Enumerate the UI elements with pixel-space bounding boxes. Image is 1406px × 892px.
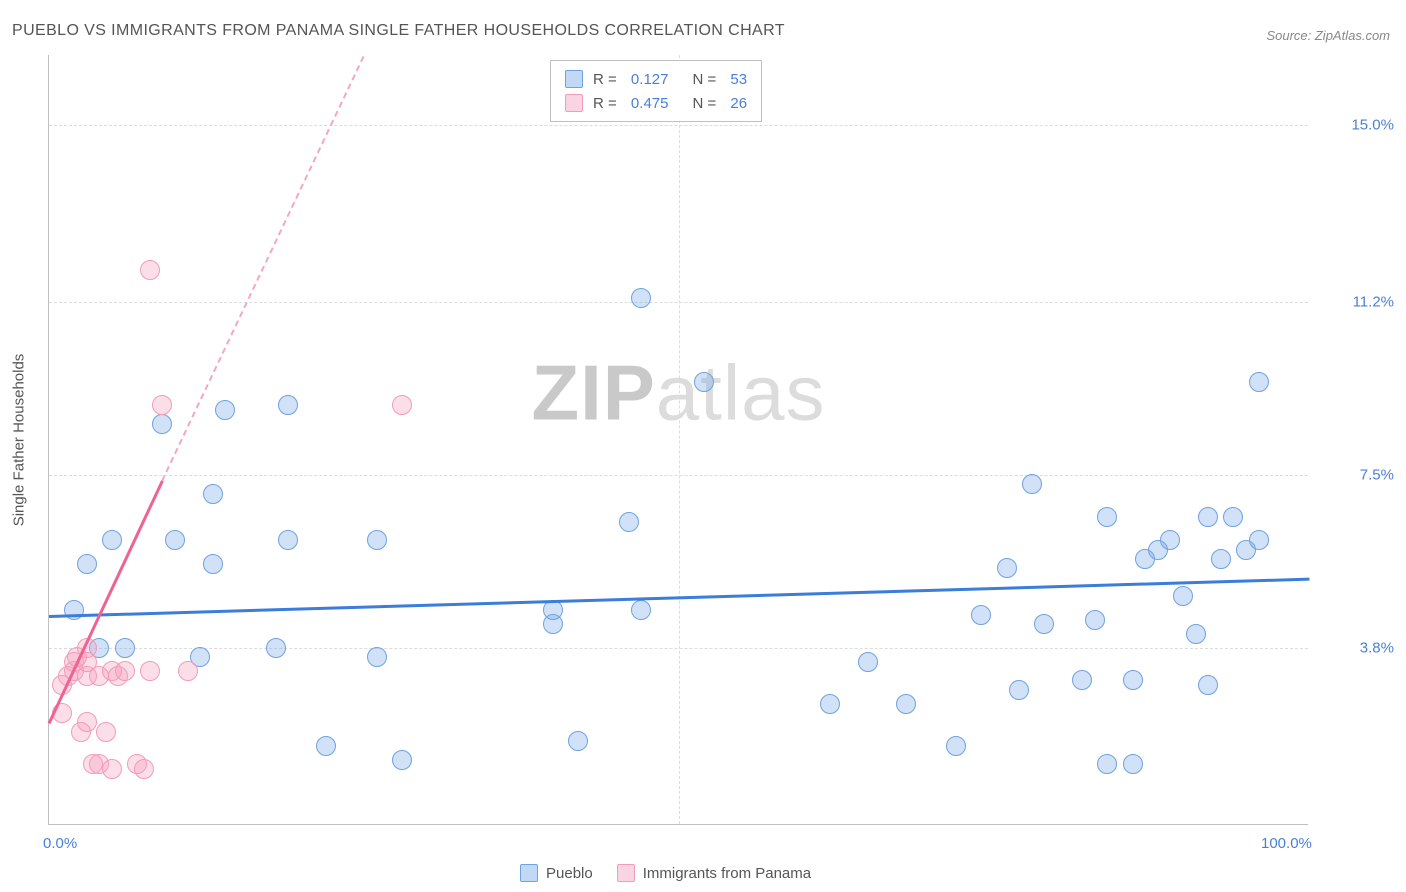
scatter-point-pueblo — [631, 600, 651, 620]
scatter-point-panama — [77, 712, 97, 732]
x-tick-label: 0.0% — [43, 835, 77, 852]
scatter-point-pueblo — [77, 554, 97, 574]
scatter-point-pueblo — [1072, 670, 1092, 690]
scatter-point-pueblo — [115, 638, 135, 658]
legend-n-value: 26 — [726, 95, 747, 112]
scatter-point-pueblo — [1173, 586, 1193, 606]
scatter-point-pueblo — [165, 530, 185, 550]
scatter-point-panama — [152, 395, 172, 415]
scatter-point-pueblo — [1123, 670, 1143, 690]
trend-line — [161, 56, 364, 482]
scatter-point-pueblo — [215, 400, 235, 420]
scatter-point-pueblo — [203, 484, 223, 504]
source-label: Source: ZipAtlas.com — [1266, 28, 1390, 43]
scatter-point-pueblo — [631, 288, 651, 308]
scatter-point-pueblo — [946, 736, 966, 756]
legend-n-label: N = — [692, 95, 716, 112]
trend-line — [48, 481, 164, 725]
scatter-point-pueblo — [152, 414, 172, 434]
scatter-point-pueblo — [1034, 614, 1054, 634]
scatter-point-pueblo — [820, 694, 840, 714]
scatter-point-pueblo — [278, 395, 298, 415]
legend-stat-row: R = 0.475 N = 26 — [565, 91, 747, 115]
legend-swatch — [617, 864, 635, 882]
y-tick-label: 11.2% — [1324, 294, 1394, 311]
scatter-point-pueblo — [1009, 680, 1029, 700]
chart-title: PUEBLO VS IMMIGRANTS FROM PANAMA SINGLE … — [12, 22, 785, 40]
scatter-point-pueblo — [568, 731, 588, 751]
scatter-point-pueblo — [266, 638, 286, 658]
legend-item: Immigrants from Panama — [617, 864, 811, 882]
scatter-point-pueblo — [367, 530, 387, 550]
scatter-point-panama — [140, 661, 160, 681]
scatter-point-panama — [178, 661, 198, 681]
scatter-point-pueblo — [1223, 507, 1243, 527]
scatter-point-pueblo — [971, 605, 991, 625]
y-tick-label: 3.8% — [1324, 639, 1394, 656]
legend-r-label: R = — [593, 71, 617, 88]
scatter-point-pueblo — [203, 554, 223, 574]
y-tick-label: 15.0% — [1324, 117, 1394, 134]
watermark-rest: atlas — [656, 349, 826, 437]
x-tick-label: 100.0% — [1261, 835, 1312, 852]
scatter-point-pueblo — [1186, 624, 1206, 644]
scatter-point-pueblo — [543, 600, 563, 620]
legend-label: Pueblo — [546, 865, 593, 882]
scatter-point-panama — [102, 759, 122, 779]
scatter-point-pueblo — [1198, 675, 1218, 695]
scatter-point-pueblo — [1211, 549, 1231, 569]
scatter-point-panama — [134, 759, 154, 779]
legend-swatch — [565, 70, 583, 88]
scatter-point-pueblo — [392, 750, 412, 770]
legend-r-label: R = — [593, 95, 617, 112]
scatter-point-pueblo — [694, 372, 714, 392]
legend-swatch — [565, 94, 583, 112]
scatter-point-pueblo — [278, 530, 298, 550]
scatter-point-pueblo — [1097, 507, 1117, 527]
watermark-bold: ZIP — [531, 349, 655, 437]
plot-area: Single Father Households ZIPatlas 3.8%7.… — [48, 55, 1308, 825]
scatter-point-pueblo — [619, 512, 639, 532]
legend-series: Pueblo Immigrants from Panama — [520, 864, 811, 882]
scatter-point-pueblo — [858, 652, 878, 672]
scatter-point-pueblo — [1022, 474, 1042, 494]
scatter-point-panama — [96, 722, 116, 742]
scatter-point-panama — [115, 661, 135, 681]
scatter-point-pueblo — [1123, 754, 1143, 774]
scatter-point-pueblo — [316, 736, 336, 756]
scatter-point-pueblo — [1085, 610, 1105, 630]
scatter-point-pueblo — [1160, 530, 1180, 550]
scatter-point-pueblo — [1097, 754, 1117, 774]
scatter-point-pueblo — [367, 647, 387, 667]
legend-stat-row: R = 0.127 N = 53 — [565, 67, 747, 91]
scatter-point-pueblo — [1249, 372, 1269, 392]
legend-n-label: N = — [692, 71, 716, 88]
y-tick-label: 7.5% — [1324, 467, 1394, 484]
legend-stats: R = 0.127 N = 53 R = 0.475 N = 26 — [550, 60, 762, 122]
scatter-point-pueblo — [1198, 507, 1218, 527]
legend-r-value: 0.475 — [627, 95, 669, 112]
scatter-point-panama — [392, 395, 412, 415]
legend-item: Pueblo — [520, 864, 593, 882]
scatter-point-panama — [140, 260, 160, 280]
gridline-vertical — [679, 55, 680, 824]
scatter-point-pueblo — [997, 558, 1017, 578]
scatter-point-pueblo — [896, 694, 916, 714]
scatter-point-pueblo — [102, 530, 122, 550]
scatter-point-pueblo — [1249, 530, 1269, 550]
legend-r-value: 0.127 — [627, 71, 669, 88]
legend-n-value: 53 — [726, 71, 747, 88]
legend-swatch — [520, 864, 538, 882]
y-axis-label: Single Father Households — [11, 353, 28, 526]
legend-label: Immigrants from Panama — [643, 865, 811, 882]
